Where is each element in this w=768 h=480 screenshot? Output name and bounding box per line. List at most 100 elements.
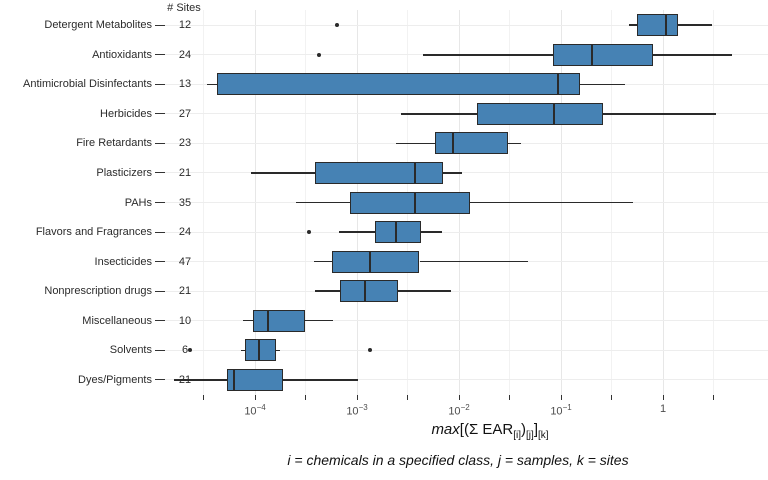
category-label: Dyes/Pigments [78, 373, 152, 386]
site-count-label: 35 [178, 196, 192, 209]
boxplot-whisker-high [507, 142, 522, 145]
site-count-label: 24 [178, 48, 192, 61]
x-axis-title-open: [( [459, 421, 469, 438]
boxplot-whisker-low [314, 260, 333, 263]
y-axis-tick [155, 202, 165, 203]
x-tick-mantissa: 10 [448, 405, 461, 418]
x-tick-mantissa: 10 [244, 405, 257, 418]
category-label: Insecticides [94, 255, 152, 268]
boxplot-box [253, 309, 306, 332]
boxplot-whisker-low [242, 319, 254, 322]
y-axis-tick [155, 113, 165, 115]
category-label: Antimicrobial Disinfectants [23, 78, 152, 91]
site-count-label: 6 [181, 344, 189, 357]
x-tick-label: 10−1 [537, 403, 585, 418]
boxplot-whisker-low [295, 201, 350, 204]
boxplot-whisker-low [400, 113, 477, 115]
x-axis-tick [509, 395, 511, 400]
site-count-label: 13 [178, 78, 192, 91]
sites-column-header: # Sites [167, 2, 201, 14]
x-tick-mantissa: 10 [550, 405, 563, 418]
x-axis-tick [560, 395, 562, 400]
x-axis-tick [407, 395, 409, 400]
x-tick-exponent: −3 [358, 403, 368, 412]
y-axis-tick [155, 83, 165, 85]
boxplot-whisker-high [677, 24, 712, 26]
y-axis-tick [155, 261, 165, 263]
boxplot-whisker-low [241, 349, 246, 351]
x-axis-title-bracket: ] [533, 421, 538, 438]
x-axis-tick [458, 395, 460, 400]
sigma-symbol: Σ [468, 421, 479, 438]
x-axis-tick [305, 395, 307, 400]
gridline-horizontal [162, 320, 768, 322]
x-axis-title-ear: EAR [478, 421, 514, 438]
category-label: Herbicides [100, 107, 152, 120]
site-count-label: 23 [178, 137, 192, 150]
category-label: Antioxidants [92, 48, 152, 61]
boxplot-outlier-point [187, 348, 192, 353]
boxplot-box [374, 221, 421, 244]
site-count-label: 10 [178, 314, 192, 327]
x-tick-label: 10−3 [333, 403, 381, 418]
boxplot-median-line [364, 280, 367, 303]
boxplot-box [226, 368, 284, 391]
x-axis-tick [662, 395, 664, 400]
x-axis-title-paren: ) [521, 421, 527, 438]
category-label: Miscellaneous [82, 314, 152, 327]
boxplot-whisker-high [397, 290, 452, 292]
category-label: Flavors and Fragrances [35, 226, 152, 239]
boxplot-median-line [557, 73, 560, 96]
boxplot-whisker-high [580, 83, 625, 86]
y-axis-tick [155, 290, 165, 292]
gridline-horizontal [162, 379, 768, 381]
boxplot-median-line [413, 161, 416, 184]
category-label: PAHs [124, 196, 152, 209]
x-axis-tick [611, 395, 613, 400]
boxplot-whisker-high [443, 172, 462, 174]
x-tick-label: 1 [639, 403, 687, 415]
y-axis-tick [155, 172, 165, 174]
category-label: Nonprescription drugs [44, 285, 152, 298]
boxplot-box [552, 43, 654, 66]
boxplot-outlier-point [335, 23, 340, 28]
gridline-horizontal [162, 24, 768, 26]
boxplot-median-line [232, 368, 235, 391]
site-count-label: 12 [178, 19, 192, 32]
x-tick-label: 10−4 [231, 403, 279, 418]
boxplot-whisker-high [419, 260, 528, 263]
boxplot-whisker-low [250, 172, 316, 174]
boxplot-outlier-point [367, 348, 372, 353]
boxplot-whisker-high [653, 54, 732, 56]
x-axis-title-max: max [431, 421, 460, 438]
boxplot-box [434, 132, 508, 155]
site-count-label: 27 [178, 107, 192, 120]
x-axis-tick [203, 395, 205, 400]
x-tick-exponent: −4 [256, 403, 266, 412]
y-axis-tick [155, 142, 165, 144]
boxplot-median-line [590, 43, 593, 66]
x-tick-exponent: −2 [460, 403, 470, 412]
boxplot-box [476, 102, 604, 125]
boxplot-whisker-high [275, 349, 280, 351]
x-axis-tick [713, 395, 715, 400]
boxplot-whisker-high [469, 201, 634, 204]
site-count-label: 47 [178, 255, 192, 268]
site-count-label: 21 [178, 166, 192, 179]
boxplot-box [315, 161, 444, 184]
x-tick-mantissa: 1 [659, 403, 667, 415]
gridline-horizontal [162, 290, 768, 292]
boxplot-median-line [394, 221, 397, 244]
boxplot-median-line [258, 339, 261, 362]
boxplot-median-line [368, 250, 371, 273]
boxplot-box [349, 191, 470, 214]
y-axis-tick [155, 349, 165, 351]
boxplot-median-line [664, 14, 667, 37]
gridline-horizontal [162, 231, 768, 233]
boxplot-median-line [413, 191, 416, 214]
boxplot-outlier-point [307, 230, 312, 235]
site-count-label: 24 [178, 226, 192, 239]
boxplot-box [339, 280, 398, 303]
